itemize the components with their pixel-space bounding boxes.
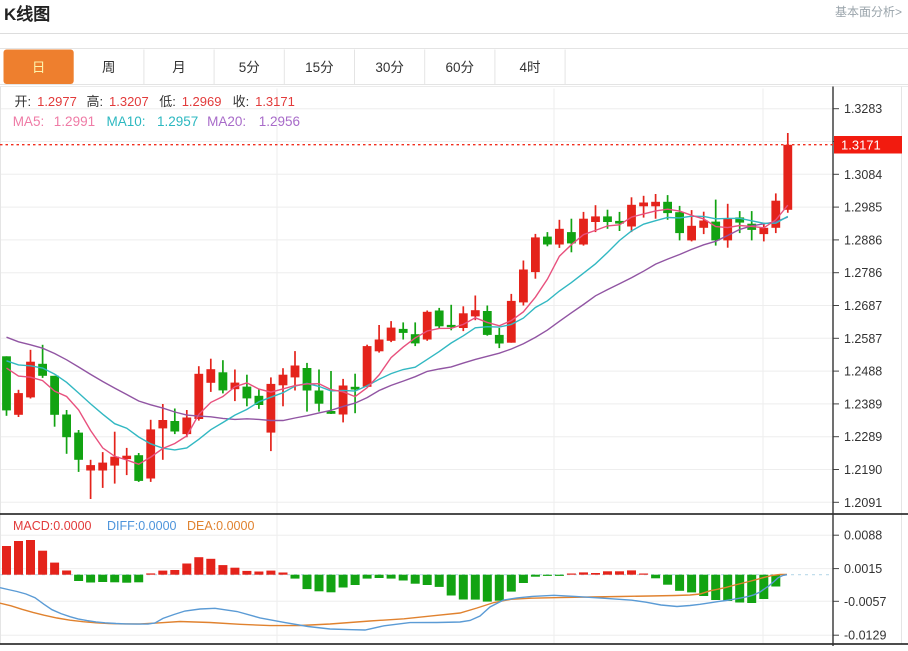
svg-text:0.0015: 0.0015 xyxy=(844,562,882,576)
svg-text:月: 月 xyxy=(172,60,186,75)
svg-text:0.0088: 0.0088 xyxy=(844,529,882,543)
svg-text:1.3171: 1.3171 xyxy=(841,138,881,153)
svg-text:基本面分析>: 基本面分析> xyxy=(835,5,902,19)
svg-text:1.2886: 1.2886 xyxy=(844,233,882,247)
svg-text:1.2289: 1.2289 xyxy=(844,430,882,444)
svg-text:1.2687: 1.2687 xyxy=(844,299,882,313)
svg-text:周: 周 xyxy=(102,60,116,75)
svg-text:5分: 5分 xyxy=(239,60,260,75)
svg-text:-0.0129: -0.0129 xyxy=(844,629,886,643)
svg-text:1.2190: 1.2190 xyxy=(844,463,882,477)
svg-text:15分: 15分 xyxy=(305,60,334,75)
svg-text:1.2091: 1.2091 xyxy=(844,496,882,510)
svg-text:1.2389: 1.2389 xyxy=(844,397,882,411)
svg-text:K线图: K线图 xyxy=(4,4,50,24)
svg-text:-0.0057: -0.0057 xyxy=(844,595,886,609)
svg-text:1.2488: 1.2488 xyxy=(844,365,882,379)
svg-text:30分: 30分 xyxy=(375,60,404,75)
svg-text:1.2587: 1.2587 xyxy=(844,332,882,346)
svg-text:1.2985: 1.2985 xyxy=(844,201,882,215)
svg-text:1.2786: 1.2786 xyxy=(844,266,882,280)
svg-text:日: 日 xyxy=(32,60,46,75)
svg-text:60分: 60分 xyxy=(446,60,475,75)
svg-text:1.3283: 1.3283 xyxy=(844,102,882,116)
svg-text:4时: 4时 xyxy=(519,60,540,75)
svg-text:1.3084: 1.3084 xyxy=(844,168,882,182)
